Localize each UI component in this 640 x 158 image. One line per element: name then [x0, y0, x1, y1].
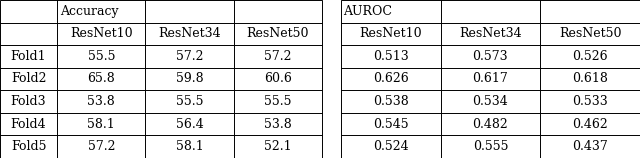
Text: 58.1: 58.1: [88, 118, 115, 131]
Text: 0.526: 0.526: [572, 50, 608, 63]
Text: Fold5: Fold5: [11, 140, 46, 153]
Text: 0.482: 0.482: [472, 118, 508, 131]
Text: ResNet50: ResNet50: [559, 27, 621, 40]
Text: 55.5: 55.5: [88, 50, 115, 63]
Text: 0.626: 0.626: [372, 73, 408, 85]
Text: 53.8: 53.8: [88, 95, 115, 108]
Bar: [340, 0, 640, 158]
Text: AUROC: AUROC: [343, 5, 392, 18]
Text: ResNet50: ResNet50: [246, 27, 309, 40]
Text: Fold1: Fold1: [11, 50, 46, 63]
Text: 0.555: 0.555: [472, 140, 508, 153]
Text: 0.538: 0.538: [372, 95, 408, 108]
Text: 65.8: 65.8: [88, 73, 115, 85]
Text: 0.617: 0.617: [472, 73, 508, 85]
Text: 57.2: 57.2: [88, 140, 115, 153]
Text: 59.8: 59.8: [176, 73, 204, 85]
Text: 57.2: 57.2: [176, 50, 204, 63]
Text: 53.8: 53.8: [264, 118, 292, 131]
Text: Fold4: Fold4: [11, 118, 46, 131]
Text: Fold3: Fold3: [11, 95, 46, 108]
Text: 58.1: 58.1: [176, 140, 204, 153]
Text: 0.437: 0.437: [572, 140, 608, 153]
Text: ResNet10: ResNet10: [70, 27, 132, 40]
Text: 0.545: 0.545: [373, 118, 408, 131]
Text: 0.524: 0.524: [373, 140, 408, 153]
Text: 55.5: 55.5: [264, 95, 292, 108]
Text: 0.618: 0.618: [572, 73, 608, 85]
Text: 56.4: 56.4: [176, 118, 204, 131]
Text: Accuracy: Accuracy: [60, 5, 118, 18]
Text: 0.573: 0.573: [472, 50, 508, 63]
Text: 0.462: 0.462: [572, 118, 608, 131]
Text: ResNet34: ResNet34: [459, 27, 522, 40]
Text: 0.513: 0.513: [372, 50, 408, 63]
Text: 60.6: 60.6: [264, 73, 292, 85]
Bar: [0, 0, 322, 158]
Text: 55.5: 55.5: [176, 95, 204, 108]
Text: 52.1: 52.1: [264, 140, 292, 153]
Text: 0.533: 0.533: [572, 95, 608, 108]
Text: 57.2: 57.2: [264, 50, 292, 63]
Text: ResNet10: ResNet10: [359, 27, 422, 40]
Text: ResNet34: ResNet34: [158, 27, 221, 40]
Text: 0.534: 0.534: [472, 95, 508, 108]
Text: Fold2: Fold2: [11, 73, 46, 85]
